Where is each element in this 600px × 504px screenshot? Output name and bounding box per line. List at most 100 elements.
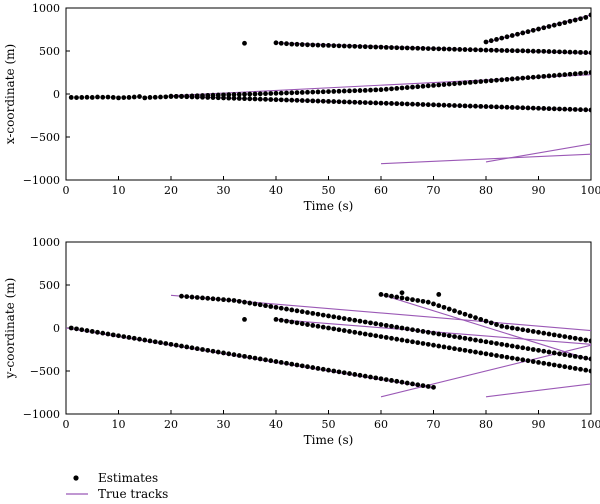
x-chart-y-tick-label: −1000 [23, 174, 60, 187]
y-chart-estimate-point [305, 310, 310, 315]
x-chart-estimate-point [194, 94, 200, 100]
y-chart-x-tick-label: 100 [581, 418, 600, 431]
y-chart-estimate-point [352, 317, 358, 323]
x-chart-estimate-point [336, 43, 342, 49]
y-chart-estimate-point [504, 354, 510, 360]
x-chart-estimate-point [320, 89, 326, 95]
x-chart-estimate-point [562, 106, 568, 112]
y-chart-estimate-point [488, 320, 494, 326]
y-chart-estimate-point [194, 295, 200, 300]
x-chart-x-tick-label: 30 [217, 184, 231, 197]
x-chart-estimate-point [352, 88, 358, 94]
x-chart-estimate-point [446, 46, 452, 52]
y-chart-estimate-point [231, 298, 237, 303]
y-chart-estimate-point [315, 311, 321, 317]
y-chart-estimate-point [404, 380, 410, 386]
x-chart-estimate-point [546, 73, 552, 79]
y-chart-estimate-point [588, 356, 591, 362]
y-chart-estimate-point [457, 347, 463, 352]
y-chart-estimate-point [509, 355, 515, 361]
x-chart-estimate-point [383, 44, 389, 50]
y-chart-estimate-point [441, 332, 447, 338]
y-chart-estimate-point [273, 317, 279, 322]
y-chart-estimate-point [457, 335, 463, 340]
y-chart-x-tick-label: 30 [217, 418, 231, 431]
x-chart-estimate-point [499, 48, 505, 53]
x-chart-estimate-point [525, 75, 531, 81]
y-chart-estimate-point [557, 363, 562, 369]
y-chart-x-tick-label: 90 [532, 418, 546, 431]
x-chart-estimate-point [184, 94, 190, 100]
y-chart-estimate-point [551, 362, 557, 368]
x-chart-estimate-point [420, 83, 426, 89]
y-chart-estimate-point [567, 365, 573, 370]
x-chart-estimate-point [399, 101, 405, 107]
x-chart-estimate-point [142, 95, 148, 101]
y-chart-estimate-point [200, 347, 205, 352]
y-chart-estimate-point [147, 338, 153, 344]
y-chart-estimate-point [205, 347, 211, 353]
x-chart-estimate-point [410, 84, 415, 90]
y-chart-estimate-point [473, 315, 478, 321]
x-chart-estimate-point [578, 70, 583, 76]
y-chart-estimate-point [326, 313, 331, 319]
y-chart-estimate-point [494, 322, 499, 327]
x-chart-estimate-point [236, 96, 242, 101]
x-chart-estimate-point [352, 99, 358, 105]
y-chart-estimate-point [79, 327, 85, 333]
x-chart-plot-area [68, 12, 591, 165]
x-chart-estimate-point [425, 102, 431, 108]
x-chart-estimate-point [368, 44, 373, 50]
y-chart-estimate-point [504, 324, 510, 330]
y-chart-estimate-point [515, 326, 520, 332]
y-chart-estimate-point [305, 364, 310, 370]
x-chart-estimate-point [473, 103, 478, 109]
x-chart-estimate-point [110, 95, 116, 100]
x-chart-estimate-point [473, 47, 478, 53]
x-chart-estimate-point [368, 100, 373, 106]
x-chart-estimate-point [320, 42, 326, 48]
y-chart-estimate-point [452, 346, 457, 352]
x-chart-estimate-point [457, 47, 463, 52]
y-chart-estimate-point [541, 360, 547, 366]
y-chart-estimate-point [488, 340, 494, 346]
x-chart-estimate-point [368, 87, 373, 93]
y-chart-estimate-point [163, 341, 169, 346]
x-chart-estimate-point [578, 16, 583, 22]
y-chart-estimate-point [352, 372, 358, 377]
x-chart-estimate-point [452, 81, 457, 87]
x-chart-estimate-point [483, 104, 489, 109]
y-chart-estimate-point [441, 344, 447, 350]
x-chart-estimate-point [567, 71, 573, 77]
y-chart-estimate-point [368, 332, 373, 338]
y-chart-estimate-point [326, 325, 331, 331]
x-chart-estimate-point [530, 74, 536, 80]
x-chart-estimate-point [399, 85, 405, 91]
y-chart-x-axis-label: Time (s) [304, 433, 354, 447]
x-chart-estimate-point [310, 89, 316, 95]
x-chart-estimate-point [284, 90, 289, 96]
y-chart-estimate-point [273, 359, 279, 364]
x-chart-estimate-point [467, 103, 473, 109]
y-chart-estimate-point [299, 309, 305, 315]
y-chart-estimate-point [478, 338, 484, 344]
y-chart-estimate-point [415, 382, 421, 388]
x-chart-estimate-point [525, 48, 531, 54]
x-chart-estimate-point [242, 40, 247, 46]
y-chart-estimate-point [221, 297, 226, 303]
x-chart-estimate-point [441, 46, 447, 52]
y-chart-estimate-point [263, 303, 268, 309]
x-chart-estimate-point [389, 45, 394, 50]
y-chart-estimate-point [299, 321, 305, 327]
y-chart-estimate-point [257, 356, 263, 362]
y-chart-estimate-point [383, 335, 389, 340]
x-chart-estimate-point [431, 83, 436, 88]
x-chart-estimate-point [305, 42, 310, 48]
y-chart-estimate-point [431, 342, 436, 348]
x-chart-estimate-point [562, 20, 568, 26]
x-chart-estimate-point [567, 106, 573, 112]
x-chart-true-track-line [380, 153, 591, 165]
x-chart-estimate-point [347, 99, 352, 105]
y-chart-estimate-point [226, 351, 232, 357]
y-chart-estimate-point [578, 366, 583, 372]
